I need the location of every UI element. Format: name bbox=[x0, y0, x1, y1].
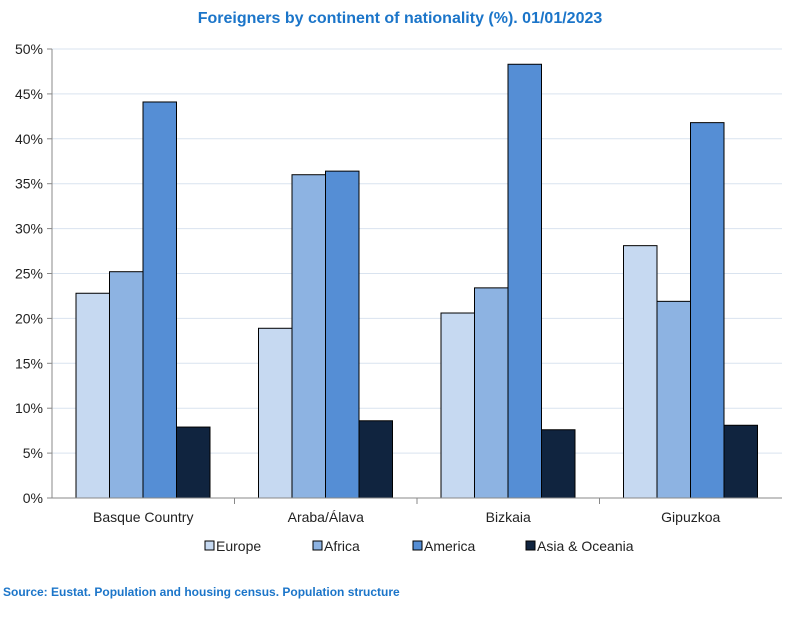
bar-africa-2 bbox=[474, 287, 509, 499]
bar-africa-1 bbox=[291, 174, 326, 499]
legend-label: Europe bbox=[216, 538, 261, 554]
bar-america-1 bbox=[325, 170, 360, 499]
y-tick-label: 45% bbox=[15, 86, 43, 102]
bar-asia-oceania-0 bbox=[176, 426, 211, 499]
y-tick-label: 50% bbox=[15, 41, 43, 57]
legend-label: Africa bbox=[324, 538, 360, 554]
y-tick-label: 25% bbox=[15, 266, 43, 282]
legend-swatch-0 bbox=[204, 540, 215, 551]
x-tick-label: Bizkaia bbox=[486, 509, 531, 525]
y-tick-label: 15% bbox=[15, 355, 43, 371]
y-tick-label: 5% bbox=[23, 445, 43, 461]
bar-europe-1 bbox=[258, 327, 293, 499]
legend-label: Asia & Oceania bbox=[537, 538, 634, 554]
legend-swatch-2 bbox=[412, 540, 423, 551]
bar-europe-3 bbox=[623, 245, 658, 499]
legend-label: America bbox=[424, 538, 476, 554]
y-tick-label: 40% bbox=[15, 131, 43, 147]
x-tick-label: Basque Country bbox=[93, 509, 193, 525]
legend-swatch-3 bbox=[525, 540, 536, 551]
source-note: Source: Eustat. Population and housing c… bbox=[3, 585, 400, 599]
bar-america-3 bbox=[690, 122, 725, 499]
bar-asia-oceania-2 bbox=[541, 429, 576, 499]
bar-asia-oceania-1 bbox=[358, 420, 393, 499]
chart-title: Foreigners by continent of nationality (… bbox=[198, 10, 603, 27]
bar-africa-3 bbox=[656, 300, 691, 499]
bar-america-2 bbox=[507, 63, 542, 499]
bar-europe-0 bbox=[75, 292, 110, 499]
y-tick-label: 0% bbox=[23, 490, 43, 506]
x-tick-label: Gipuzkoa bbox=[661, 509, 720, 525]
bar-africa-0 bbox=[109, 271, 144, 499]
y-tick-label: 30% bbox=[15, 221, 43, 237]
y-tick-label: 35% bbox=[15, 176, 43, 192]
bar-europe-2 bbox=[440, 312, 475, 499]
y-tick-label: 10% bbox=[15, 400, 43, 416]
bar-asia-oceania-3 bbox=[723, 424, 758, 499]
y-tick-label: 20% bbox=[15, 310, 43, 326]
bar-america-0 bbox=[142, 101, 177, 499]
legend-swatch-1 bbox=[312, 540, 323, 551]
x-tick-label: Araba/Álava bbox=[288, 509, 364, 525]
